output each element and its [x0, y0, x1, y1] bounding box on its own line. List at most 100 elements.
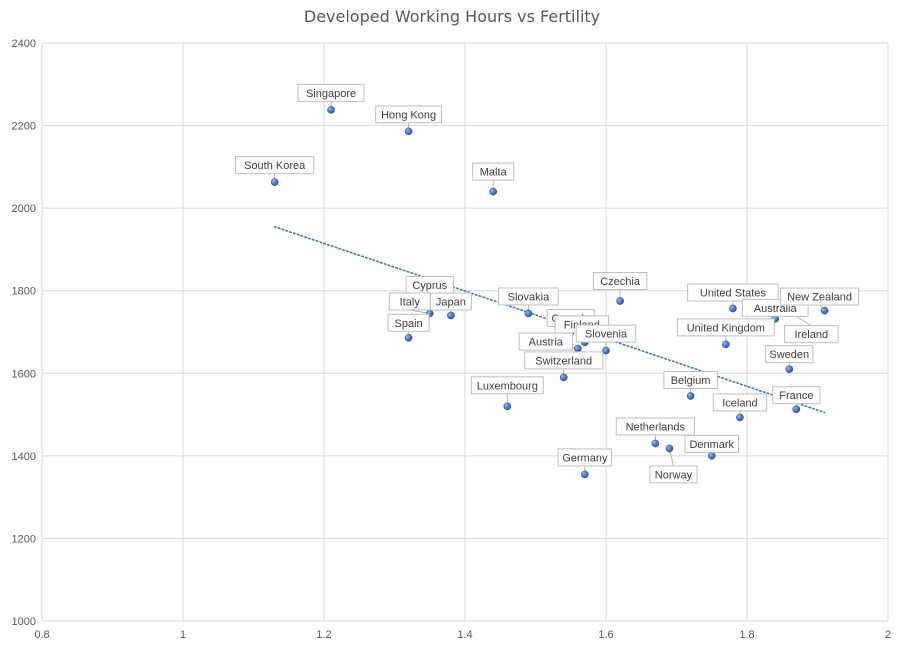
label-text: United States	[700, 287, 767, 299]
label-box	[712, 393, 768, 412]
label-box	[235, 156, 315, 175]
data-label-czechia: Czechia	[592, 272, 648, 291]
data-label-belgium: Belgium	[663, 370, 718, 389]
data-label-italy: Italy	[388, 292, 431, 311]
y-tick-label: 1600	[12, 368, 36, 380]
y-tick-label: 2200	[12, 121, 36, 133]
axis-layer: 0.8 1 1.2 1.4 1.6 1.8 2 1000 1200 1400 1600 1800 200…	[12, 38, 892, 641]
label-text: Slovenia	[585, 329, 628, 341]
label-box	[472, 162, 515, 181]
y-tick-label: 1400	[12, 451, 36, 463]
label-text: France	[779, 390, 813, 402]
y-tick-label: 1000	[12, 616, 36, 628]
data-point-denmark	[707, 452, 716, 460]
data-label-ireland: Ireland	[784, 325, 839, 344]
label-box	[297, 83, 365, 102]
data-label-new-zealand: New Zealand	[779, 287, 860, 306]
data-label-slovakia: Slovakia	[498, 287, 559, 306]
y-tick-label: 2400	[12, 38, 36, 50]
data-label-japan: Japan	[429, 292, 472, 311]
data-label-sweden: Sweden	[765, 345, 814, 364]
data-label-germany: Germany	[557, 448, 613, 467]
data-label-slovenia: Slovenia	[575, 324, 637, 343]
data-label-switzerland: Switzerland	[524, 351, 604, 370]
data-label-spain: Spain	[387, 313, 430, 332]
y-tick-label: 2000	[12, 203, 36, 215]
data-point-luxembourg	[503, 402, 512, 411]
label-text: Slovakia	[508, 291, 550, 303]
data-label-austria: Austria	[518, 332, 573, 351]
data-label-south-korea: South Korea	[235, 156, 315, 175]
data-point-slovakia	[524, 309, 533, 318]
chart-title: Developed Working Hours vs Fertility	[304, 7, 600, 26]
label-box	[375, 105, 443, 124]
data-label-norway: Norway	[649, 465, 698, 484]
label-text: Denmark	[689, 439, 734, 451]
data-point-austria	[573, 344, 582, 353]
x-tick-label: 1.8	[739, 629, 754, 641]
label-box	[676, 318, 775, 337]
label-text: Belgium	[671, 375, 711, 387]
data-point-switzerland	[559, 373, 568, 382]
label-box	[387, 313, 430, 332]
label-box	[765, 345, 814, 364]
label-text: Malta	[480, 167, 508, 179]
label-box	[663, 370, 718, 389]
label-box	[772, 386, 821, 405]
label-box	[524, 351, 604, 370]
label-text: United Kingdom	[687, 322, 765, 334]
data-point-united-kingdom	[722, 340, 730, 349]
data-label-united-kingdom: United Kingdom	[676, 318, 775, 337]
label-text: Netherlands	[626, 421, 686, 433]
label-text: Austria	[529, 337, 564, 349]
data-point-czechia	[616, 297, 624, 305]
data-point-singapore	[327, 106, 335, 114]
label-box	[615, 417, 695, 436]
data-point-france	[792, 405, 801, 414]
y-tick-label: 1200	[12, 533, 36, 545]
label-box	[429, 292, 472, 311]
data-label-hong-kong: Hong Kong	[375, 105, 443, 124]
label-box	[557, 448, 613, 467]
data-label-singapore: Singapore	[297, 83, 365, 102]
data-point-belgium	[686, 392, 695, 400]
label-text: Norway	[655, 469, 693, 481]
data-label-luxembourg: Luxembourg	[470, 376, 544, 395]
label-text: Hong Kong	[381, 109, 436, 121]
label-box	[470, 376, 544, 395]
data-point-malta	[489, 187, 498, 196]
data-label-australia: Australia	[741, 298, 809, 317]
data-point-sweden	[785, 365, 794, 374]
label-text: Sweden	[769, 349, 809, 361]
label-box	[784, 325, 839, 344]
data-point-slovenia	[602, 346, 610, 355]
data-label-iceland: Iceland	[712, 393, 768, 412]
x-tick-label: 1.2	[316, 629, 331, 641]
label-text: Ireland	[794, 329, 828, 341]
data-point-japan	[447, 311, 455, 320]
data-point-hong-kong	[404, 127, 413, 136]
x-tick-label: 0.8	[34, 629, 49, 641]
data-point-south-korea	[270, 178, 279, 186]
data-point-netherlands	[651, 439, 660, 448]
label-text: South Korea	[244, 160, 306, 172]
label-box	[649, 465, 698, 484]
data-point-united-states	[729, 304, 737, 313]
data-point-iceland	[736, 413, 744, 422]
label-text: Iceland	[722, 397, 757, 409]
label-text: Switzerland	[535, 355, 592, 367]
label-layer: Singapore Hong Kong South Korea Malta Cyprus…	[235, 83, 860, 484]
x-tick-label: 2	[885, 629, 891, 641]
label-box	[687, 283, 779, 302]
data-label-united-states: United States	[687, 283, 779, 302]
data-label-netherlands: Netherlands	[615, 417, 695, 436]
label-text: Singapore	[306, 88, 356, 100]
y-tick-label: 1800	[12, 286, 36, 298]
label-box	[518, 332, 573, 351]
x-tick-label: 1	[180, 629, 186, 641]
data-point-spain	[404, 333, 413, 342]
data-point-germany	[581, 470, 589, 479]
label-text: Japan	[436, 296, 466, 308]
label-text: New Zealand	[787, 292, 852, 304]
